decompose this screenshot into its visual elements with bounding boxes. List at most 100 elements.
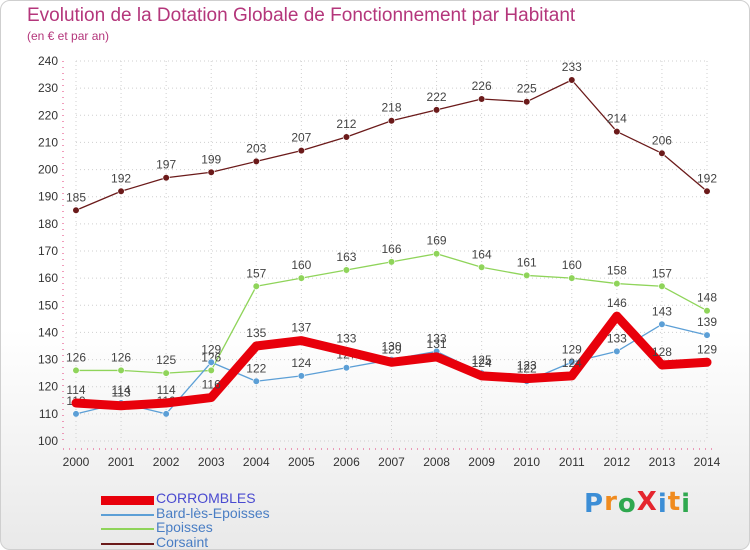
x-tick-label: 2006 [333, 455, 360, 469]
y-tick-label: 220 [38, 108, 58, 122]
data-label: 163 [336, 250, 356, 264]
data-point [523, 98, 531, 106]
data-point [658, 282, 666, 290]
data-label: 114 [66, 383, 85, 397]
data-label: 128 [652, 345, 672, 359]
y-tick-label: 100 [38, 434, 58, 448]
y-tick-label: 230 [38, 81, 58, 95]
logo-letter: P [584, 489, 605, 519]
y-tick-label: 150 [38, 298, 58, 312]
data-label: 157 [652, 266, 672, 280]
data-label: 133 [607, 331, 627, 345]
data-point [703, 307, 711, 315]
x-tick-label: 2008 [423, 455, 450, 469]
x-tick-label: 2013 [649, 455, 676, 469]
data-point [162, 369, 170, 377]
data-label: 206 [652, 133, 672, 147]
data-label: 130 [381, 340, 401, 354]
logo-letter: r [604, 487, 618, 517]
y-tick-label: 110 [39, 407, 58, 421]
data-point [478, 263, 486, 271]
x-tick-label: 2003 [198, 455, 225, 469]
logo-letter: i [657, 489, 668, 519]
data-label: 116 [202, 378, 221, 392]
data-label: 129 [697, 342, 717, 356]
data-point [207, 358, 215, 366]
data-label: 203 [246, 141, 266, 155]
data-point [703, 187, 711, 195]
data-label: 143 [652, 304, 672, 318]
data-label: 169 [427, 234, 447, 248]
x-tick-label: 2014 [694, 455, 721, 469]
data-label: 126 [111, 350, 131, 364]
y-tick-label: 130 [38, 353, 58, 367]
data-point [298, 337, 305, 344]
legend-swatch [101, 495, 154, 505]
data-label: 129 [201, 342, 221, 356]
data-label: 122 [246, 361, 266, 375]
data-point [207, 366, 215, 375]
logo-letter: o [617, 489, 637, 519]
data-label: 124 [472, 356, 492, 370]
legend-label: Corsaint [156, 534, 209, 550]
data-point [252, 157, 260, 166]
x-tick-label: 2010 [513, 455, 540, 469]
data-point [117, 187, 125, 195]
data-label: 125 [156, 353, 176, 367]
data-label: 124 [291, 356, 311, 370]
data-label: 207 [291, 131, 311, 145]
data-label: 164 [472, 247, 492, 261]
x-tick-label: 2001 [108, 455, 135, 469]
legend-label: CORROMBLES [156, 490, 256, 506]
data-point [72, 206, 80, 214]
data-label: 137 [291, 321, 311, 335]
chart-subtitle: (en € et par an) [27, 29, 110, 43]
data-point [72, 410, 80, 418]
data-point [568, 274, 576, 282]
data-point [207, 168, 215, 176]
data-point [704, 359, 710, 366]
data-point [118, 402, 125, 409]
data-label: 135 [246, 326, 266, 340]
data-point [342, 133, 351, 141]
legend-label: Bard-lès-Epoisses [156, 505, 270, 521]
legend-swatch [101, 514, 154, 516]
data-point [208, 394, 215, 401]
data-label: 222 [427, 90, 447, 104]
data-label: 197 [156, 158, 176, 172]
data-point [343, 348, 350, 355]
data-point [658, 149, 666, 157]
logo-letter: i [681, 489, 692, 519]
data-point [523, 271, 531, 280]
y-tick-label: 210 [38, 135, 58, 149]
y-tick-label: 240 [38, 54, 58, 68]
data-point [433, 353, 440, 360]
x-tick-label: 2002 [153, 455, 180, 469]
data-label: 114 [112, 383, 131, 397]
data-point [613, 313, 620, 320]
data-label: 114 [157, 383, 176, 397]
data-label: 123 [517, 359, 537, 373]
data-point [478, 372, 485, 379]
data-label: 122 [517, 361, 537, 375]
data-point [613, 279, 621, 288]
data-point [163, 400, 170, 406]
data-label: 226 [472, 79, 492, 93]
data-label: 126 [66, 350, 86, 364]
chart-title: Evolution de la Dotation Globale de Fonc… [27, 5, 576, 26]
data-label: 233 [562, 60, 582, 74]
data-label: 126 [201, 350, 221, 364]
x-tick-label: 2007 [378, 455, 405, 469]
data-point [297, 372, 305, 380]
data-point [568, 76, 576, 84]
proxiti-logo: ProXiti [584, 487, 692, 519]
data-label: 218 [381, 101, 401, 115]
data-point [252, 282, 260, 290]
data-label: 139 [697, 315, 717, 329]
data-point [297, 274, 305, 282]
data-label: 199 [201, 152, 221, 166]
data-label: 192 [111, 171, 131, 185]
data-point [387, 117, 396, 125]
y-tick-label: 120 [38, 380, 58, 394]
